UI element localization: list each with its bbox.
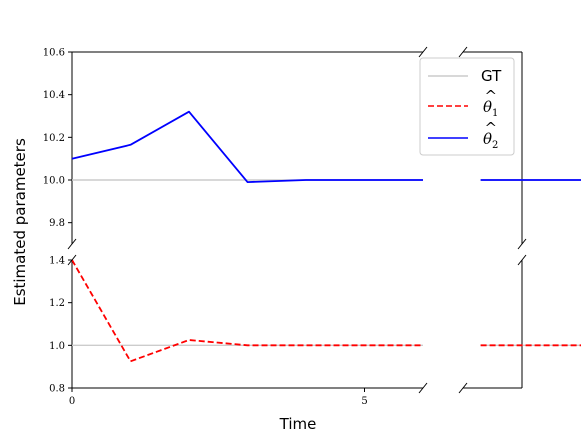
break-mark-left-lower xyxy=(67,254,77,266)
legend-theta1-hat: ^ xyxy=(485,87,498,105)
break-mark-upper-right xyxy=(458,46,468,58)
lower-panel: 0.81.01.21.40510 xyxy=(49,46,581,407)
break-mark-left-upper xyxy=(67,238,77,250)
upper-y-tick-label: 10.4 xyxy=(43,90,65,101)
lower-y-tick-label: 1.4 xyxy=(49,256,65,267)
axis-labels: Time Estimated parameters xyxy=(11,138,316,433)
break-mark-upper-left xyxy=(418,46,428,58)
legend-theta1-symbol: θ xyxy=(483,98,492,116)
legend-label-gt: GT xyxy=(481,67,502,85)
x-tick-label: 0 xyxy=(69,396,75,407)
upper-y-tick-label: 10.0 xyxy=(43,176,65,187)
break-mark-lower-right xyxy=(458,382,468,394)
break-mark-right-upper xyxy=(517,238,527,250)
upper-y-tick-label: 10.2 xyxy=(43,133,65,144)
y-axis-label: Estimated parameters xyxy=(11,138,29,306)
legend-label-theta1: θ1 xyxy=(483,98,498,119)
legend-theta2-subscript: 2 xyxy=(492,140,498,151)
legend-theta2-symbol: θ xyxy=(483,130,492,148)
upper-y-tick-label: 10.6 xyxy=(43,48,65,59)
break-mark-lower-left xyxy=(418,382,428,394)
legend-label-theta2: θ2 xyxy=(483,130,498,151)
lower-y-tick-label: 1.2 xyxy=(49,298,65,309)
break-mark-right-lower xyxy=(517,254,527,266)
upper-y-tick-label: 9.8 xyxy=(49,218,65,229)
x-tick-label: 5 xyxy=(361,396,367,407)
legend-theta2-hat: ^ xyxy=(485,119,498,137)
series-theta1-lower-segment-1 xyxy=(71,259,423,363)
lower-y-tick-label: 0.8 xyxy=(49,384,65,395)
upper-panel: 9.8 10.0 10.2 10.4 10.6 xyxy=(43,48,581,244)
lower-y-tick-label: 1.0 xyxy=(49,341,65,352)
legend-theta1-subscript: 1 xyxy=(492,108,498,119)
legend: GT θ1 ^ θ2 ^ xyxy=(419,57,515,156)
x-axis-label: Time xyxy=(279,415,317,433)
series-theta2-upper-segment-1 xyxy=(71,110,423,183)
